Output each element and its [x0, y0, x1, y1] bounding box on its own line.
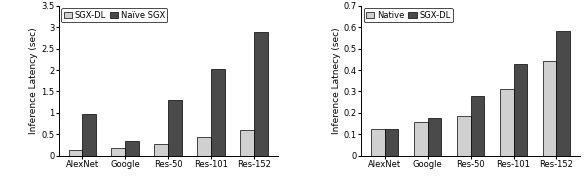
Bar [384, 129, 398, 156]
Bar [500, 89, 513, 156]
Bar [168, 100, 182, 156]
Bar [211, 69, 225, 156]
Bar [125, 141, 139, 156]
Bar [557, 31, 570, 156]
Bar [471, 96, 484, 156]
Y-axis label: Inference Latnecy (sec): Inference Latnecy (sec) [332, 27, 341, 134]
Legend: SGX-DL, Naïve SGX: SGX-DL, Naïve SGX [61, 8, 168, 22]
Bar [371, 129, 384, 156]
Bar [240, 130, 254, 156]
Bar [428, 118, 441, 156]
Bar [457, 116, 471, 156]
Bar [69, 150, 82, 156]
Bar [155, 144, 168, 156]
Bar [197, 137, 211, 156]
Bar [543, 61, 557, 156]
Y-axis label: Inference Latency (sec): Inference Latency (sec) [29, 27, 39, 134]
Bar [254, 32, 268, 156]
Bar [111, 148, 125, 156]
Bar [513, 64, 527, 156]
Legend: Native, SGX-DL: Native, SGX-DL [363, 8, 453, 22]
Bar [82, 114, 96, 156]
Bar [414, 122, 428, 156]
